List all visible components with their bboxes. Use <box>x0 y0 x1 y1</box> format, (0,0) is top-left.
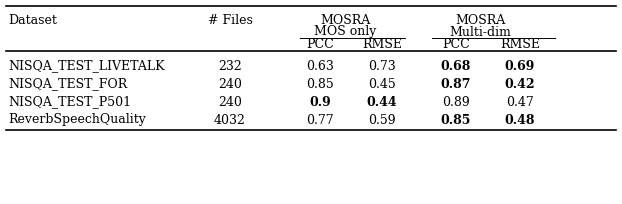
Text: NISQA_TEST_P501: NISQA_TEST_P501 <box>8 95 131 109</box>
Text: 0.87: 0.87 <box>441 78 471 91</box>
Text: MOS only: MOS only <box>314 26 376 39</box>
Text: 240: 240 <box>218 95 242 109</box>
Text: 0.68: 0.68 <box>441 60 471 72</box>
Text: 0.85: 0.85 <box>441 113 471 126</box>
Text: 0.69: 0.69 <box>505 60 535 72</box>
Text: MOSRA: MOSRA <box>455 14 505 28</box>
Text: 0.77: 0.77 <box>306 113 334 126</box>
Text: 232: 232 <box>218 60 242 72</box>
Text: 0.47: 0.47 <box>506 95 534 109</box>
Text: 0.45: 0.45 <box>368 78 396 91</box>
Text: NISQA_TEST_FOR: NISQA_TEST_FOR <box>8 78 128 91</box>
Text: PCC: PCC <box>306 38 334 51</box>
Text: NISQA_TEST_LIVETALK: NISQA_TEST_LIVETALK <box>8 60 165 72</box>
Text: 240: 240 <box>218 78 242 91</box>
Text: 0.85: 0.85 <box>306 78 334 91</box>
Text: 0.63: 0.63 <box>306 60 334 72</box>
Text: 0.9: 0.9 <box>309 95 331 109</box>
Text: 0.42: 0.42 <box>504 78 536 91</box>
Text: 4032: 4032 <box>214 113 246 126</box>
Text: Multi-dim: Multi-dim <box>449 26 511 39</box>
Text: 0.59: 0.59 <box>368 113 396 126</box>
Text: RMSE: RMSE <box>362 38 402 51</box>
Text: # Files: # Files <box>208 14 253 28</box>
Text: 0.48: 0.48 <box>504 113 536 126</box>
Text: PCC: PCC <box>442 38 470 51</box>
Text: Dataset: Dataset <box>8 14 57 28</box>
Text: MOSRA: MOSRA <box>320 14 370 28</box>
Text: ReverbSpeechQuality: ReverbSpeechQuality <box>8 113 146 126</box>
Text: 0.44: 0.44 <box>367 95 397 109</box>
Text: 0.89: 0.89 <box>442 95 470 109</box>
Text: 0.73: 0.73 <box>368 60 396 72</box>
Text: RMSE: RMSE <box>500 38 540 51</box>
